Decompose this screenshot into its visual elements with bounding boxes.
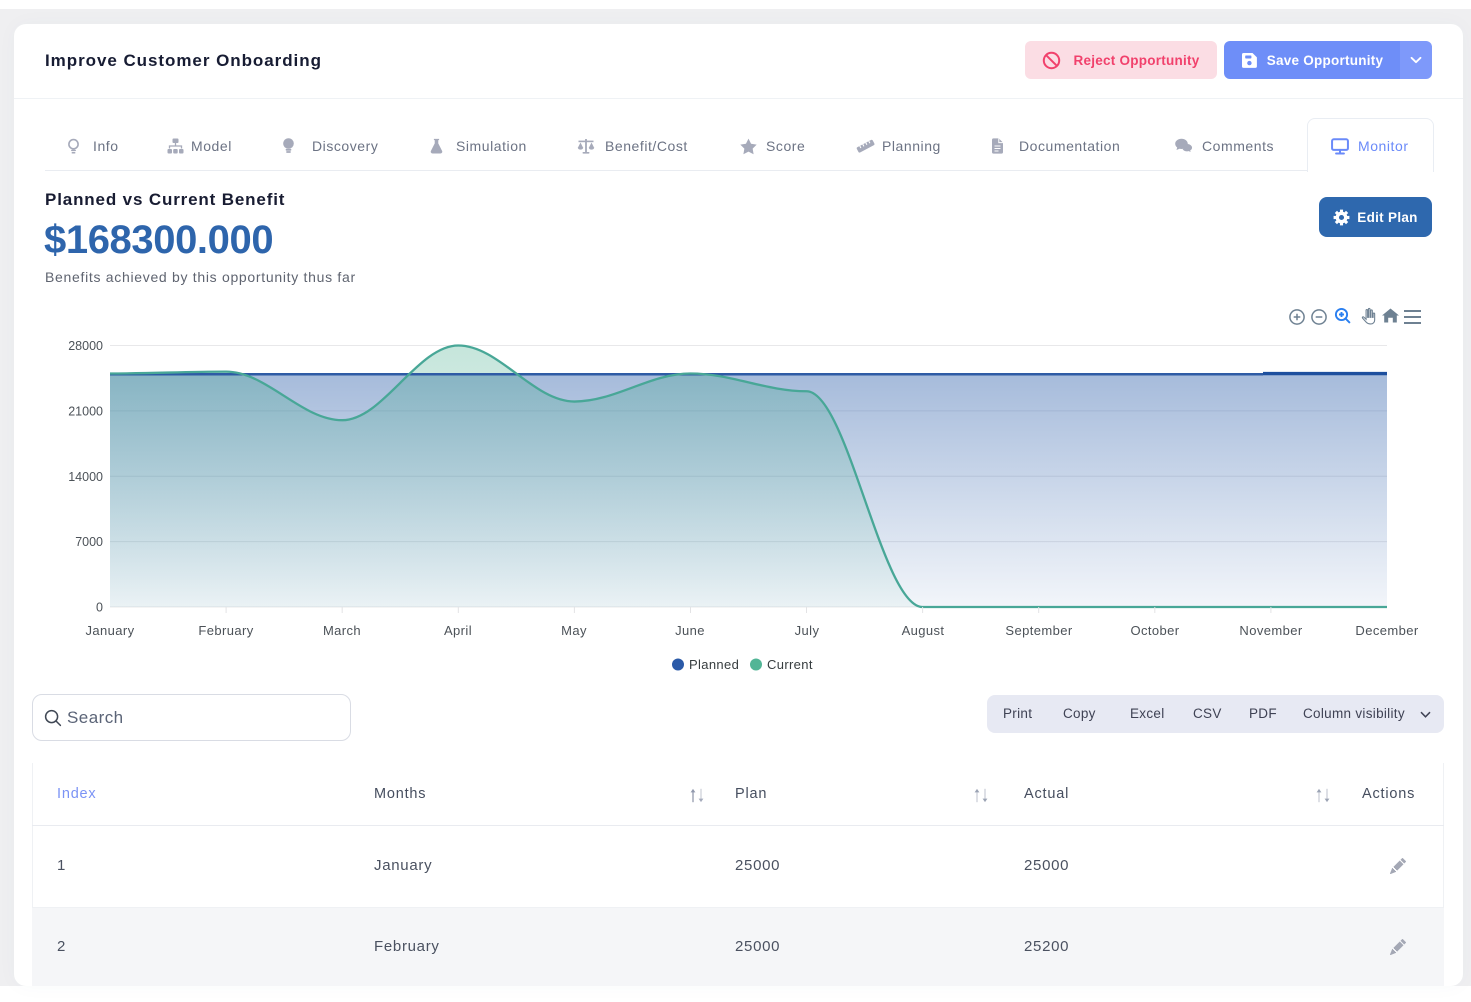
- svg-text:14000: 14000: [68, 470, 103, 484]
- svg-text:March: March: [323, 623, 361, 638]
- svg-text:July: July: [795, 623, 820, 638]
- svg-text:21000: 21000: [68, 404, 103, 418]
- svg-text:February: February: [198, 623, 253, 638]
- svg-text:January: January: [85, 623, 134, 638]
- svg-text:August: August: [902, 623, 945, 638]
- svg-text:May: May: [561, 623, 587, 638]
- svg-text:Current: Current: [767, 657, 813, 672]
- svg-text:7000: 7000: [75, 535, 103, 549]
- svg-text:September: September: [1005, 623, 1072, 638]
- svg-text:October: October: [1130, 623, 1179, 638]
- svg-text:0: 0: [96, 601, 103, 615]
- svg-text:December: December: [1355, 623, 1418, 638]
- svg-text:April: April: [444, 623, 472, 638]
- svg-text:November: November: [1239, 623, 1302, 638]
- svg-text:June: June: [675, 623, 705, 638]
- svg-text:Planned: Planned: [689, 657, 739, 672]
- svg-text:28000: 28000: [68, 339, 103, 353]
